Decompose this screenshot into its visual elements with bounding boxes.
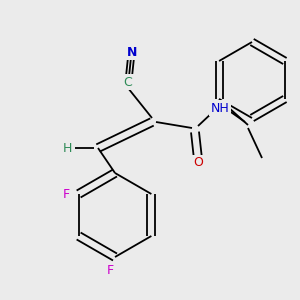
Text: N: N [127, 46, 137, 59]
Text: NH: NH [211, 101, 230, 115]
Text: F: F [63, 188, 70, 200]
Text: H: H [62, 142, 72, 154]
Text: C: C [124, 76, 132, 88]
Text: O: O [193, 157, 203, 169]
Text: F: F [106, 265, 114, 278]
